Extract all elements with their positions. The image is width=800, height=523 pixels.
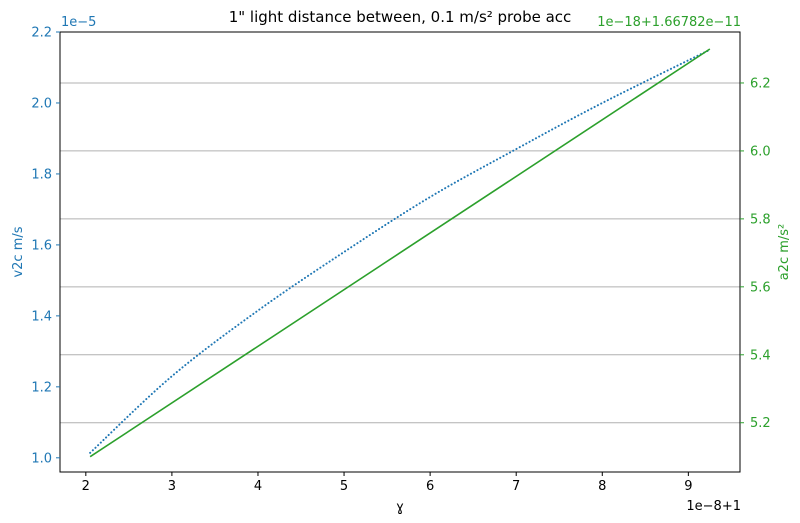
left-tick-label: 1.0 (31, 451, 52, 466)
x-tick-label: 6 (426, 479, 434, 494)
x-tick-label: 9 (684, 479, 692, 494)
left-tick-label: 1.4 (31, 309, 52, 324)
right-tick-label: 6.0 (750, 144, 771, 159)
chart-title: 1" light distance between, 0.1 m/s² prob… (229, 8, 572, 26)
left-axis-label: v2c m/s (11, 226, 26, 277)
left-axis: 1.0 1.2 1.4 1.6 1.8 2.0 2.2 (31, 26, 60, 466)
right-axis: 5.2 5.4 5.6 5.8 6.0 6.2 (740, 76, 771, 431)
series-layer (89, 48, 711, 458)
x-tick-label: 7 (512, 479, 520, 494)
plot-area-frame (59, 31, 741, 473)
x-tick-label: 4 (254, 479, 262, 494)
right-tick-label: 5.6 (750, 280, 771, 295)
right-axis-label: a2c m/s² (777, 224, 792, 281)
right-tick-label: 5.4 (750, 348, 771, 363)
left-tick-label: 1.6 (31, 238, 52, 253)
left-tick-label: 1.2 (31, 380, 52, 395)
x-axis: 2 3 4 5 6 7 8 9 (82, 472, 692, 494)
left-tick-label: 1.8 (31, 167, 52, 182)
x-tick-label: 3 (168, 479, 176, 494)
grid-lines (60, 82, 740, 424)
x-tick-label: 5 (340, 479, 348, 494)
v2c-series-line (89, 48, 711, 454)
a2c-series-line (89, 48, 711, 458)
x-tick-label: 2 (82, 479, 90, 494)
left-tick-label: 2.0 (31, 96, 52, 111)
right-tick-label: 5.2 (750, 416, 771, 431)
right-tick-label: 5.8 (750, 212, 771, 227)
right-tick-label: 6.2 (750, 76, 771, 91)
right-axis-offset-label: 1e−18+1.66782e−11 (597, 15, 741, 30)
left-tick-label: 2.2 (31, 26, 52, 41)
x-axis-offset-label: 1e−8+1 (686, 499, 741, 514)
left-axis-offset-label: 1e−5 (61, 15, 96, 30)
x-axis-label: ɣ (396, 500, 404, 515)
x-tick-label: 8 (598, 479, 606, 494)
